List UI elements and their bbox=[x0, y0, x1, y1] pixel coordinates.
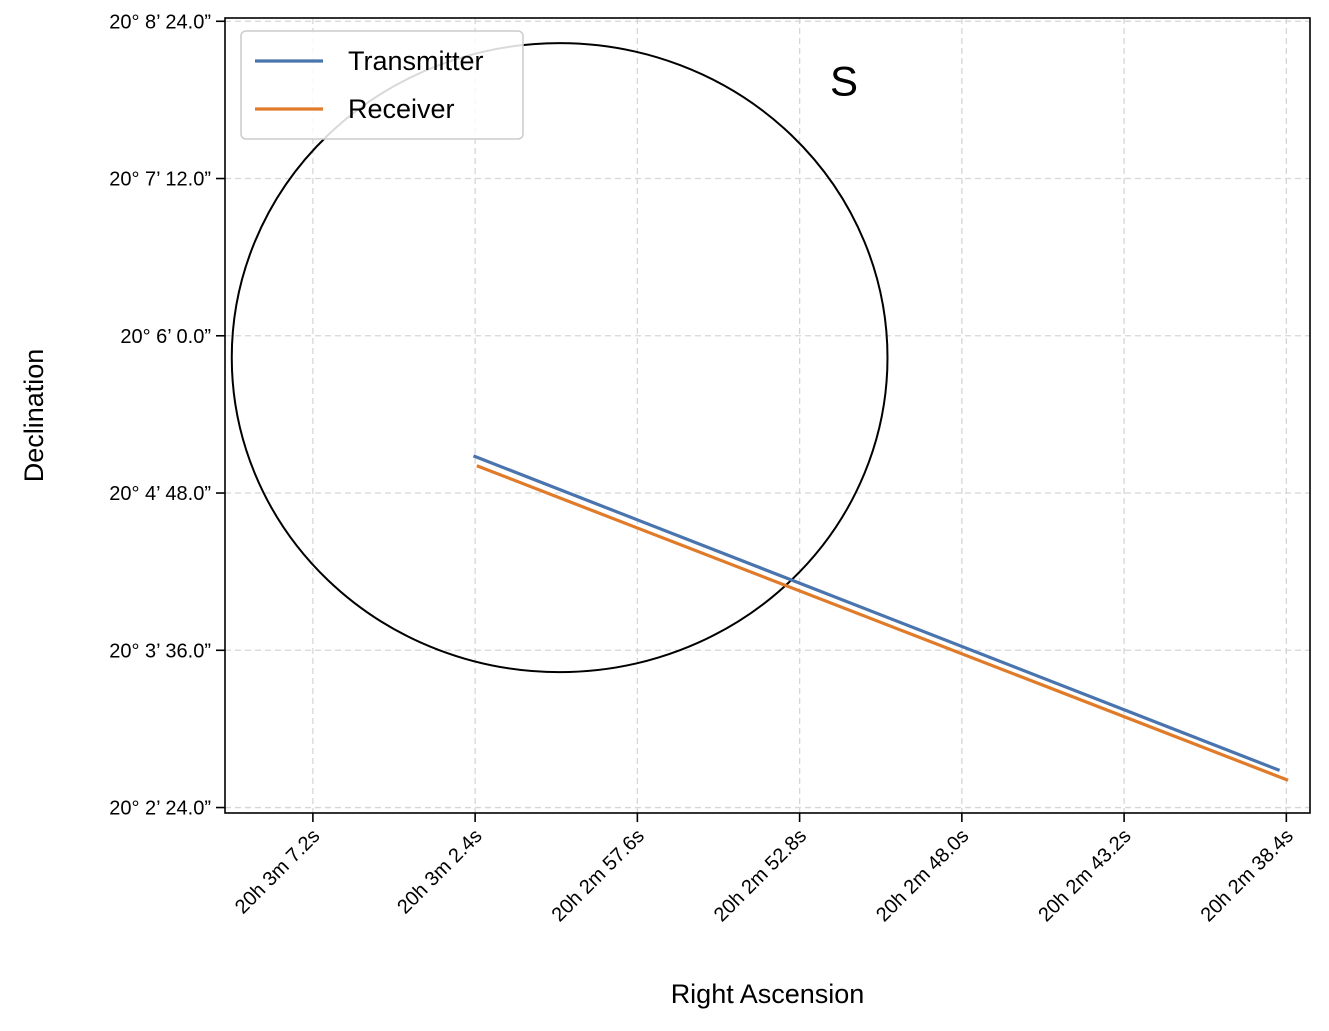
search-circle bbox=[230, 42, 889, 674]
x-tick-label: 20h 3m 7.2s bbox=[231, 825, 324, 918]
x-tick-label: 20h 2m 43.2s bbox=[1034, 825, 1135, 926]
annotations: S bbox=[230, 42, 889, 674]
y-tick-label: 20° 6’ 0.0” bbox=[120, 326, 211, 348]
legend: Transmitter Receiver bbox=[240, 30, 524, 140]
y-axis-title: Declination bbox=[19, 349, 49, 483]
y-tick-label: 20° 4’ 48.0” bbox=[109, 483, 211, 505]
x-tick-label: 20h 2m 52.8s bbox=[710, 825, 811, 926]
y-tick-label: 20° 7’ 12.0” bbox=[109, 169, 211, 191]
x-tick-label: 20h 3m 2.4s bbox=[393, 825, 486, 918]
y-tick-label: 20° 8’ 24.0” bbox=[109, 11, 211, 33]
x-tick-label: 20h 2m 57.6s bbox=[548, 825, 649, 926]
x-tick-label: 20h 2m 48.0s bbox=[872, 825, 973, 926]
legend-label: Receiver bbox=[348, 94, 455, 124]
y-tick-label: 20° 2’ 24.0” bbox=[109, 798, 211, 820]
axis-ticks: 20h 3m 7.2s 20h 3m 2.4s 20h 2m 57.6s 20h 2m… bbox=[109, 11, 1298, 926]
series-line-transmitter bbox=[472, 454, 1281, 772]
x-tick-label: 20h 2m 38.4s bbox=[1197, 825, 1298, 926]
legend-label: Transmitter bbox=[348, 46, 484, 76]
legend-box bbox=[240, 30, 524, 140]
y-tick-label: 20° 3’ 36.0” bbox=[109, 640, 211, 662]
x-axis-title: Right Ascension bbox=[671, 979, 865, 1009]
grid bbox=[225, 18, 1310, 813]
plot-frame bbox=[224, 17, 1311, 814]
series-line-receiver bbox=[476, 464, 1289, 782]
annotation-label: S bbox=[830, 58, 858, 105]
series-lines bbox=[472, 454, 1289, 782]
